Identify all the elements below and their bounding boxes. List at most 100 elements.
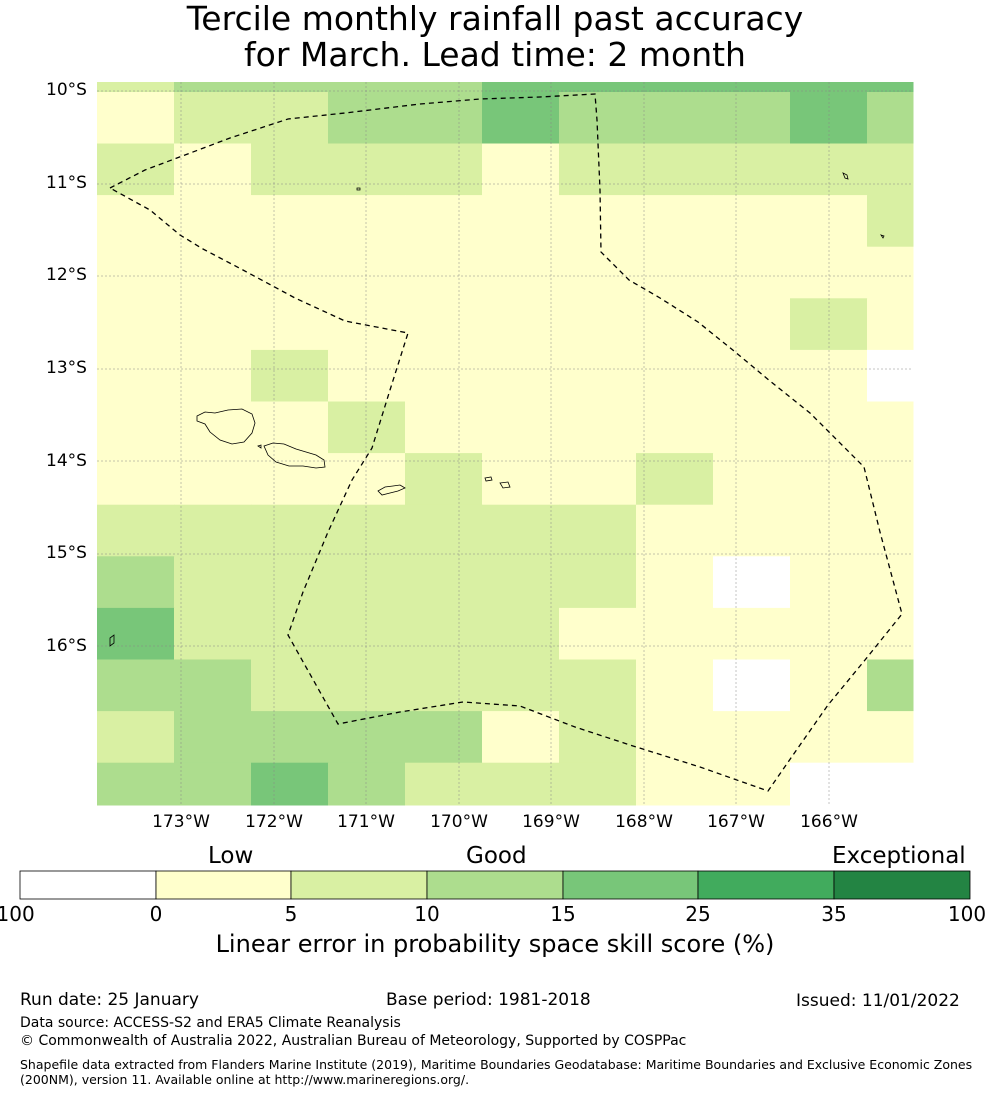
grid-cell (97, 453, 175, 506)
lat-label: 11°S (46, 173, 87, 193)
grid-cell (174, 711, 252, 764)
colorbar-bin (562, 870, 699, 900)
lon-label: 171°W (337, 812, 395, 832)
grid-cell (482, 82, 560, 93)
grid-cell (482, 607, 560, 660)
grid-cell (328, 607, 406, 660)
grid-cell (328, 711, 406, 764)
lon-label: 168°W (615, 812, 673, 832)
grid-cell (328, 659, 406, 712)
grid-cell (559, 556, 637, 609)
grid-cell (405, 556, 483, 609)
grid-cell (713, 195, 791, 248)
grid-cell (405, 349, 483, 402)
lon-label: 170°W (430, 812, 488, 832)
grid-cell (251, 659, 329, 712)
island-swains (356, 187, 361, 191)
grid-cell (559, 504, 637, 557)
colorbar-tick: 15 (550, 902, 576, 926)
colorbar-tick: 0 (149, 902, 163, 926)
grid-cell (251, 453, 329, 506)
grid-cell (174, 195, 252, 248)
skill-grid (97, 82, 914, 806)
grid-cell (636, 298, 714, 351)
grid-cell (328, 762, 406, 806)
grid-cell (636, 556, 714, 609)
grid-cell (174, 659, 252, 712)
grid-cell (174, 92, 252, 144)
copyright: © Commonwealth of Australia 2022, Austra… (20, 1033, 687, 1049)
grid-cell (328, 349, 406, 402)
lon-label: 172°W (245, 812, 303, 832)
grid-cell (482, 453, 560, 506)
grid-cell (174, 607, 252, 660)
run-date: Run date: 25 January (20, 990, 199, 1010)
colorbar-tick: 100 (947, 902, 987, 926)
grid-cell (559, 453, 637, 506)
grid-cell (559, 82, 637, 93)
grid-cell (559, 143, 637, 196)
grid-cell (636, 453, 714, 506)
grid-cell (636, 143, 714, 196)
grid-cell (713, 92, 791, 144)
grid-cell (482, 298, 560, 351)
grid-cell (482, 711, 560, 764)
lon-label: 166°W (800, 812, 858, 832)
grid-cell (174, 556, 252, 609)
grid-cell (867, 762, 914, 806)
grid-cell (251, 298, 329, 351)
grid-cell (97, 349, 175, 402)
grid-cell (867, 607, 914, 660)
grid-cell (251, 92, 329, 144)
grid-cell (174, 762, 252, 806)
grid-cell (97, 82, 175, 93)
grid-cell (328, 453, 406, 506)
grid-cell (251, 143, 329, 196)
colorbar-bin (155, 870, 292, 900)
grid-cell (559, 349, 637, 402)
grid-cell (713, 762, 791, 806)
grid-cell (713, 246, 791, 299)
grid-cell (97, 659, 175, 712)
islands (109, 172, 885, 647)
map-title-line-1: Tercile monthly rainfall past accuracy (186, 0, 804, 38)
island-tutuila (377, 484, 406, 496)
grid-cell (636, 401, 714, 454)
grid-cell (867, 143, 914, 196)
grid-cell (559, 298, 637, 351)
grid-cell (251, 195, 329, 248)
grid-cell (405, 659, 483, 712)
grid-cell (405, 298, 483, 351)
grid-cell (328, 298, 406, 351)
grid-cell (867, 92, 914, 144)
grid-cell (713, 401, 791, 454)
grid-cell (559, 246, 637, 299)
grid-cell (636, 349, 714, 402)
grid-cell (867, 246, 914, 299)
island-fakaofo (880, 234, 885, 239)
grid-cell (174, 401, 252, 454)
grid-cell (482, 246, 560, 299)
grid-cell (713, 298, 791, 351)
grid-cell (405, 82, 483, 93)
grid-cell (636, 82, 714, 93)
grid-cell (559, 711, 637, 764)
grid-cell (251, 762, 329, 806)
grid-cell (405, 143, 483, 196)
grid-cell (559, 762, 637, 806)
colorbar-tick: -100 (0, 902, 35, 926)
lon-label: 167°W (707, 812, 765, 832)
grid-cell (174, 453, 252, 506)
colorbar-label: Linear error in probability space skill … (215, 930, 775, 958)
grid-cell (97, 556, 175, 609)
map-title-line-2: for March. Lead time: 2 month (244, 35, 746, 74)
grid-cell (636, 762, 714, 806)
grid-cell (405, 504, 483, 557)
grid-cell (97, 607, 175, 660)
grid-cell (328, 82, 406, 93)
lat-label: 14°S (46, 451, 87, 471)
grid-cell (405, 195, 483, 248)
grid-cell (251, 349, 329, 402)
colorbar-category-low: Low (208, 843, 254, 869)
